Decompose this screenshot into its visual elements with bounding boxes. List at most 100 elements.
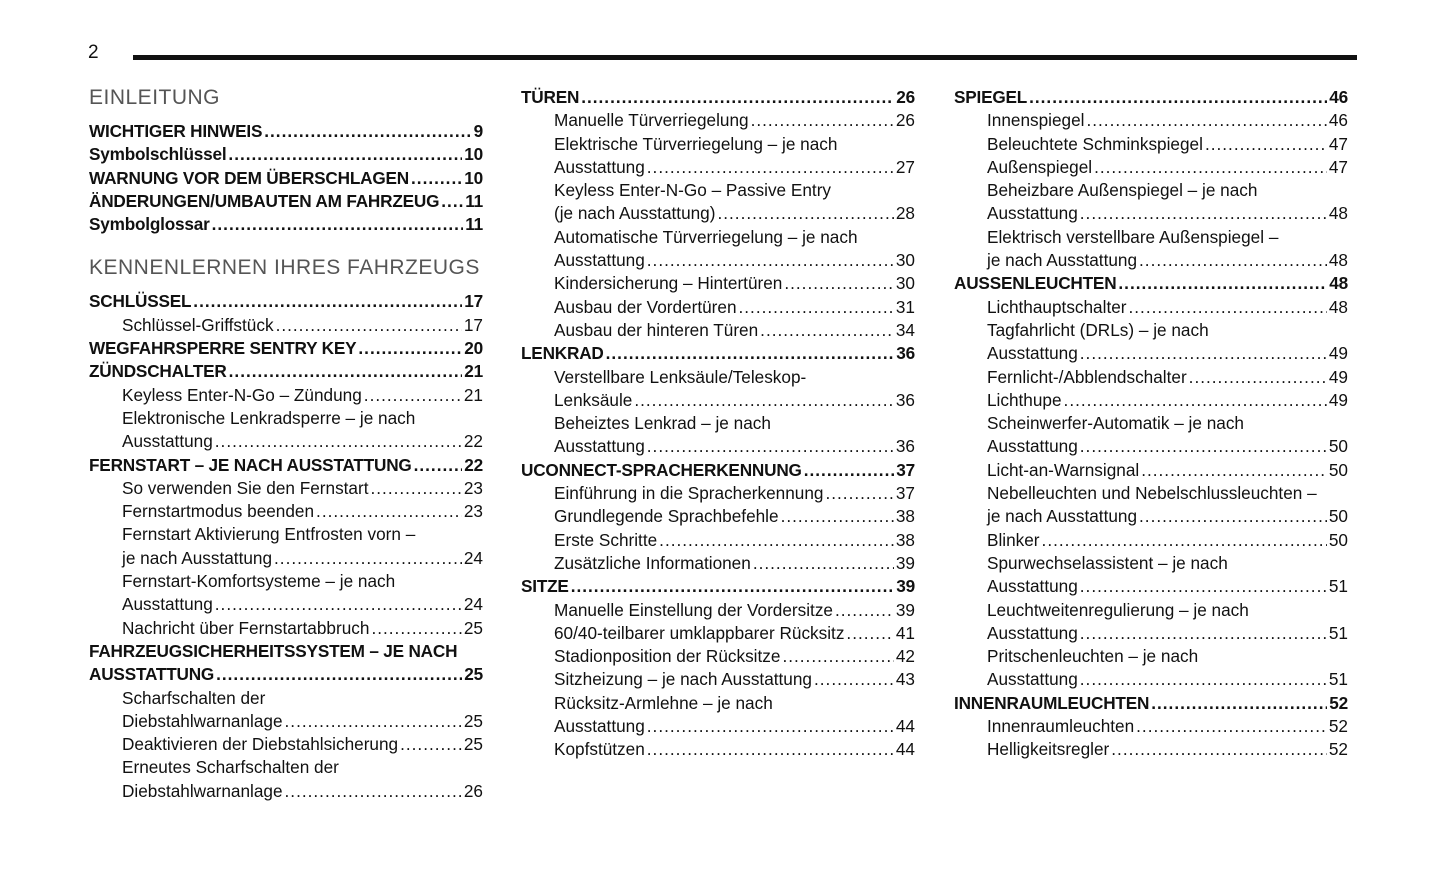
toc-subentry[interactable]: Erste Schritte 38 [521, 529, 915, 552]
page-ref: 11 [465, 214, 483, 235]
toc-chapter-entry[interactable]: FAHRZEUGSICHERHEITSSYSTEM – JE NACH AUSST… [89, 640, 483, 687]
page-ref: 21 [463, 384, 483, 405]
toc-subentry[interactable]: Manuelle Türverriegelung 26 [521, 109, 915, 132]
toc-subentry[interactable]: Automatische Türverriegelung – je nach Au… [521, 226, 915, 273]
toc-subentry[interactable]: Deaktivieren der Diebstahlsicherung 25 [89, 733, 483, 756]
toc-subentry[interactable]: Ausbau der Vordertüren 31 [521, 296, 915, 319]
toc-subentry[interactable]: Fernstart-Komfortsysteme – je nach Aussta… [89, 570, 483, 617]
toc-chapter-entry[interactable]: SITZE 39 [521, 575, 915, 598]
toc-subentry[interactable]: Leuchtweitenregulierung – je nach Ausstat… [954, 599, 1348, 646]
toc-chapter-entry[interactable]: WEGFAHRSPERRE SENTRY KEY 20 [89, 337, 483, 360]
toc-line: Zusätzliche Informationen 39 [521, 552, 915, 575]
toc-subentry[interactable]: Blinker 50 [954, 529, 1348, 552]
toc-subentry[interactable]: Kopfstützen 44 [521, 738, 915, 761]
toc-subentry[interactable]: Erneutes Scharfschalten der Diebstahlwarn… [89, 756, 483, 803]
toc-subentry[interactable]: Beheizbare Außenspiegel – je nach Ausstat… [954, 179, 1348, 226]
toc-chapter-entry[interactable]: INNENRAUMLEUCHTEN 52 [954, 692, 1348, 715]
toc-line: LENKRAD 36 [521, 342, 915, 365]
toc-chapter-entry[interactable]: WARNUNG VOR DEM ÜBERSCHLAGEN 10 [89, 167, 483, 190]
page-ref: 37 [896, 459, 915, 480]
toc-subentry[interactable]: Keyless Enter-N-Go – Passive Entry (je na… [521, 179, 915, 226]
toc-chapter-entry[interactable]: WICHTIGER HINWEIS 9 [89, 120, 483, 143]
toc-line: Automatische Türverriegelung – je nach [521, 226, 915, 249]
toc-subentry[interactable]: 60/40-teilbarer umklappbarer Rücksitz 41 [521, 622, 915, 645]
entry-title: Verstellbare Lenksäule/Teleskop- [554, 366, 807, 387]
dot-leader [285, 780, 462, 803]
toc-line: Symbolglossar 11 [89, 213, 483, 236]
toc-subentry[interactable]: Fernstartmodus beenden 23 [89, 500, 483, 523]
toc-subentry[interactable]: Innenspiegel 46 [954, 109, 1348, 132]
entry-title: Fernstart Aktivierung Entfrosten vorn – [122, 524, 416, 545]
toc-line: Einführung in die Spracherkennung 37 [521, 482, 915, 505]
toc-subentry[interactable]: Keyless Enter-N-Go – Zündung 21 [89, 384, 483, 407]
toc-subentry[interactable]: Sitzheizung – je nach Ausstattung 43 [521, 668, 915, 691]
toc-line: Ausbau der hinteren Türen 34 [521, 319, 915, 342]
toc-subentry[interactable]: Helligkeitsregler 52 [954, 738, 1348, 761]
toc-chapter-entry[interactable]: AUSSENLEUCHTEN 48 [954, 272, 1348, 295]
entry-title: WICHTIGER HINWEIS [89, 121, 263, 141]
toc-subentry[interactable]: Scheinwerfer-Automatik – je nach Ausstatt… [954, 412, 1348, 459]
toc-subentry[interactable]: Fernlicht-/Abblendschalter 49 [954, 366, 1348, 389]
toc-subentry[interactable]: Licht-an-Warnsignal 50 [954, 459, 1348, 482]
dot-leader [1141, 459, 1327, 482]
toc-subentry[interactable]: Verstellbare Lenksäule/Teleskop- Lenksäul… [521, 366, 915, 413]
toc-subentry[interactable]: Elektronische Lenkradsperre – je nach Aus… [89, 407, 483, 454]
toc-subentry[interactable]: Elektrisch verstellbare Außenspiegel – je… [954, 226, 1348, 273]
dot-leader [274, 547, 462, 570]
toc-subentry[interactable]: Manuelle Einstellung der Vordersitze 39 [521, 599, 915, 622]
toc-chapter-entry[interactable]: Symbolglossar 11 [89, 213, 483, 236]
toc-line: ZÜNDSCHALTER 21 [89, 360, 483, 383]
toc-subentry[interactable]: Stadionposition der Rücksitze 42 [521, 645, 915, 668]
toc-chapter-entry[interactable]: FERNSTART – JE NACH AUSSTATTUNG 22 [89, 454, 483, 477]
entry-title: Ausstattung [554, 250, 645, 271]
toc-line: Außenspiegel 47 [954, 156, 1348, 179]
toc-chapter-entry[interactable]: LENKRAD 36 [521, 342, 915, 365]
toc-chapter-entry[interactable]: ZÜNDSCHALTER 21 [89, 360, 483, 383]
entry-title: Ausstattung [122, 594, 213, 615]
toc-line: Ausstattung 48 [954, 202, 1348, 225]
page-ref: 39 [895, 599, 915, 620]
dot-leader [285, 710, 462, 733]
toc-subentry[interactable]: Außenspiegel 47 [954, 156, 1348, 179]
dot-leader [228, 143, 462, 166]
entry-title: Ausstattung [554, 436, 645, 457]
toc-subentry[interactable]: Zusätzliche Informationen 39 [521, 552, 915, 575]
toc-chapter-entry[interactable]: SCHLÜSSEL 17 [89, 290, 483, 313]
toc-chapter-entry[interactable]: TÜREN 26 [521, 86, 915, 109]
toc-subentry[interactable]: Ausbau der hinteren Türen 34 [521, 319, 915, 342]
toc-subentry[interactable]: Nebelleuchten und Nebelschlussleuchten –… [954, 482, 1348, 529]
toc-subentry[interactable]: Lichthauptschalter 48 [954, 296, 1348, 319]
toc-subentry[interactable]: Grundlegende Sprachbefehle 38 [521, 505, 915, 528]
toc-subentry[interactable]: Beleuchtete Schminkspiegel 47 [954, 133, 1348, 156]
toc-line: Nebelleuchten und Nebelschlussleuchten – [954, 482, 1348, 505]
dot-leader [814, 668, 894, 691]
toc-line: Deaktivieren der Diebstahlsicherung 25 [89, 733, 483, 756]
toc-chapter-entry[interactable]: ÄNDERUNGEN/UMBAUTEN AM FAHRZEUG 11 [89, 190, 483, 213]
toc-chapter-entry[interactable]: Symbolschlüssel 10 [89, 143, 483, 166]
toc-chapter-entry[interactable]: SPIEGEL 46 [954, 86, 1348, 109]
toc-chapter-entry[interactable]: UCONNECT-SPRACHERKENNUNG 37 [521, 459, 915, 482]
toc-subentry[interactable]: Schlüssel-Griffstück 17 [89, 314, 483, 337]
toc-subentry[interactable]: Spurwechselassistent – je nach Ausstattun… [954, 552, 1348, 599]
entry-title: Keyless Enter-N-Go – Passive Entry [554, 180, 832, 201]
toc-subentry[interactable]: Rücksitz-Armlehne – je nach Ausstattung 44 [521, 692, 915, 739]
toc-subentry[interactable]: Innenraumleuchten 52 [954, 715, 1348, 738]
toc-line: Sitzheizung – je nach Ausstattung 43 [521, 668, 915, 691]
toc-subentry[interactable]: Tagfahrlicht (DRLs) – je nach Ausstattung… [954, 319, 1348, 366]
entry-title: AUSSENLEUCHTEN [954, 273, 1117, 294]
toc-subentry[interactable]: Kindersicherung – Hintertüren 30 [521, 272, 915, 295]
toc-subentry[interactable]: Fernstart Aktivierung Entfrosten vorn – j… [89, 523, 483, 570]
toc-subentry[interactable]: Lichthupe 49 [954, 389, 1348, 412]
toc-subentry[interactable]: Elektrische Türverriegelung – je nach Aus… [521, 133, 915, 180]
toc-subentry[interactable]: Einführung in die Spracherkennung 37 [521, 482, 915, 505]
page-ref: 52 [1328, 739, 1348, 760]
toc-line: TÜREN 26 [521, 86, 915, 109]
toc-subentry[interactable]: Nachricht über Fernstartabbruch 25 [89, 617, 483, 640]
toc-line: SPIEGEL 46 [954, 86, 1348, 109]
toc-subentry[interactable]: So verwenden Sie den Fernstart 23 [89, 477, 483, 500]
dot-leader [358, 337, 462, 360]
entry-title: Blinker [987, 529, 1040, 550]
